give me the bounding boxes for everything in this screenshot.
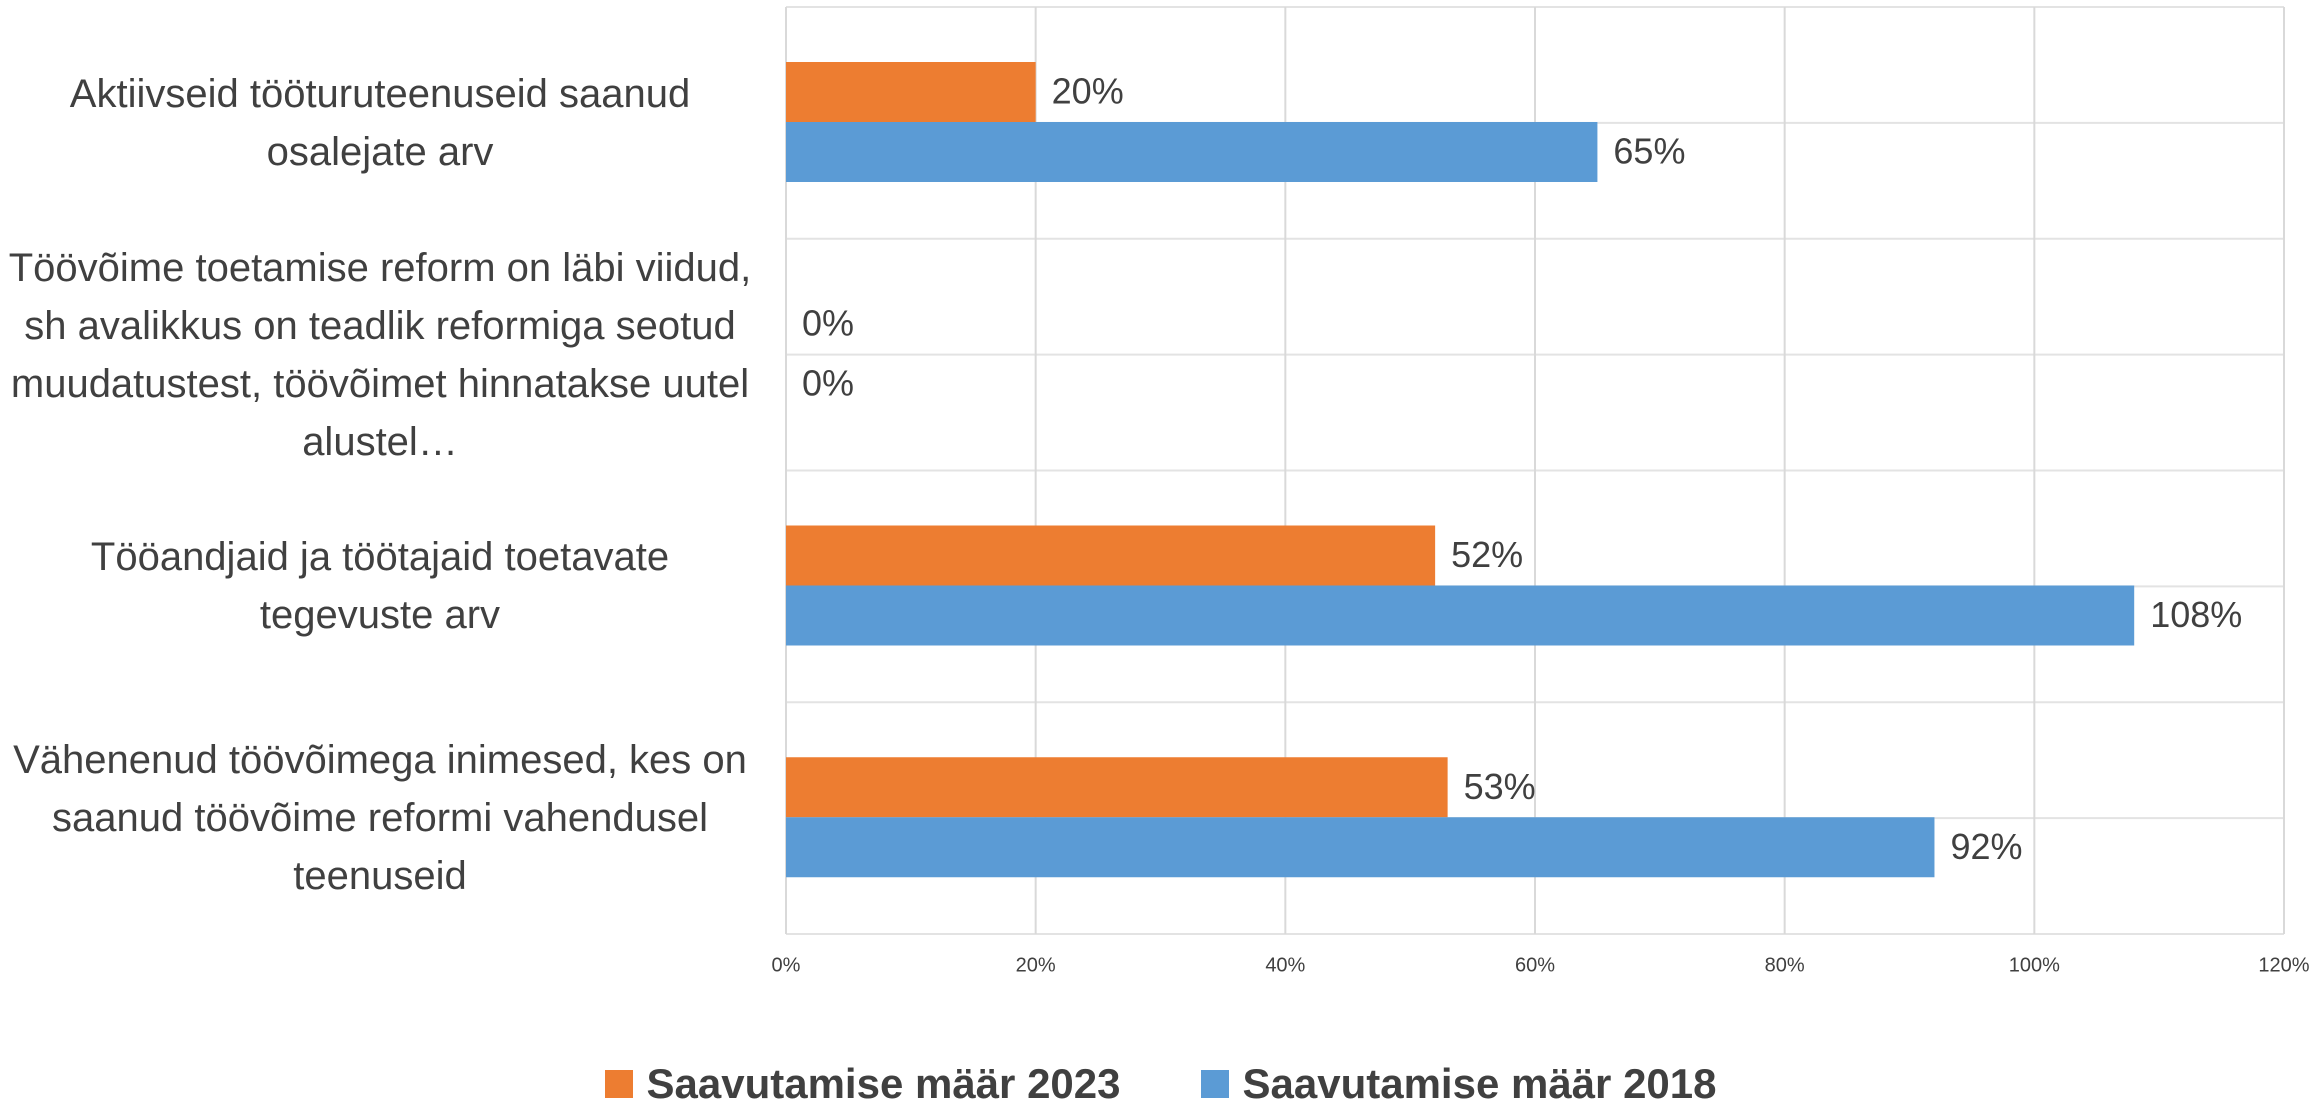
value-label: 92% bbox=[1950, 826, 2022, 867]
bar bbox=[786, 817, 1935, 878]
x-tick-label: 120% bbox=[2258, 954, 2309, 976]
category-label: Aktiivseid tööturuteenuseid saanud osale… bbox=[69, 71, 691, 174]
category-label: Tööandjaid ja töötajaid toetavate tegevu… bbox=[90, 535, 670, 638]
bar bbox=[786, 585, 2135, 646]
value-label: 20% bbox=[1052, 71, 1124, 112]
legend: Saavutamise määr 2023 Saavutamise määr 20… bbox=[0, 1060, 2321, 1104]
bar bbox=[786, 62, 1036, 122]
legend-swatch bbox=[604, 1070, 633, 1098]
value-label: 53% bbox=[1464, 766, 1536, 807]
bar bbox=[786, 122, 1598, 182]
legend-swatch bbox=[1200, 1070, 1229, 1098]
legend-item: Saavutamise määr 2018 bbox=[1200, 1060, 1717, 1104]
value-label: 0% bbox=[802, 362, 854, 403]
legend-label: Saavutamise määr 2023 bbox=[646, 1060, 1121, 1104]
x-tick-label: 80% bbox=[1765, 954, 1805, 976]
x-tick-label: 40% bbox=[1265, 954, 1305, 976]
category-label: Vähenenud töövõimega inimesed, kes on sa… bbox=[13, 738, 747, 899]
legend-label: Saavutamise määr 2018 bbox=[1242, 1060, 1717, 1104]
value-label: 52% bbox=[1451, 534, 1523, 575]
x-tick-label: 100% bbox=[2009, 954, 2060, 976]
x-tick-label: 0% bbox=[772, 954, 801, 976]
category-label: Töövõime toetamise reform on läbi viidud… bbox=[8, 245, 752, 464]
bar bbox=[786, 757, 1448, 818]
bar bbox=[786, 525, 1436, 586]
legend-item: Saavutamise määr 2023 bbox=[604, 1060, 1121, 1104]
plot: 0% 20% 40% 60% 80% 100% 120% 20% 65% 0% 0% 52% 108% 5… bbox=[772, 6, 2310, 976]
value-label: 108% bbox=[2150, 594, 2242, 635]
x-tick-label: 20% bbox=[1016, 954, 1056, 976]
value-label: 65% bbox=[1613, 131, 1685, 172]
x-tick-label: 60% bbox=[1515, 954, 1555, 976]
value-label: 0% bbox=[802, 302, 854, 343]
